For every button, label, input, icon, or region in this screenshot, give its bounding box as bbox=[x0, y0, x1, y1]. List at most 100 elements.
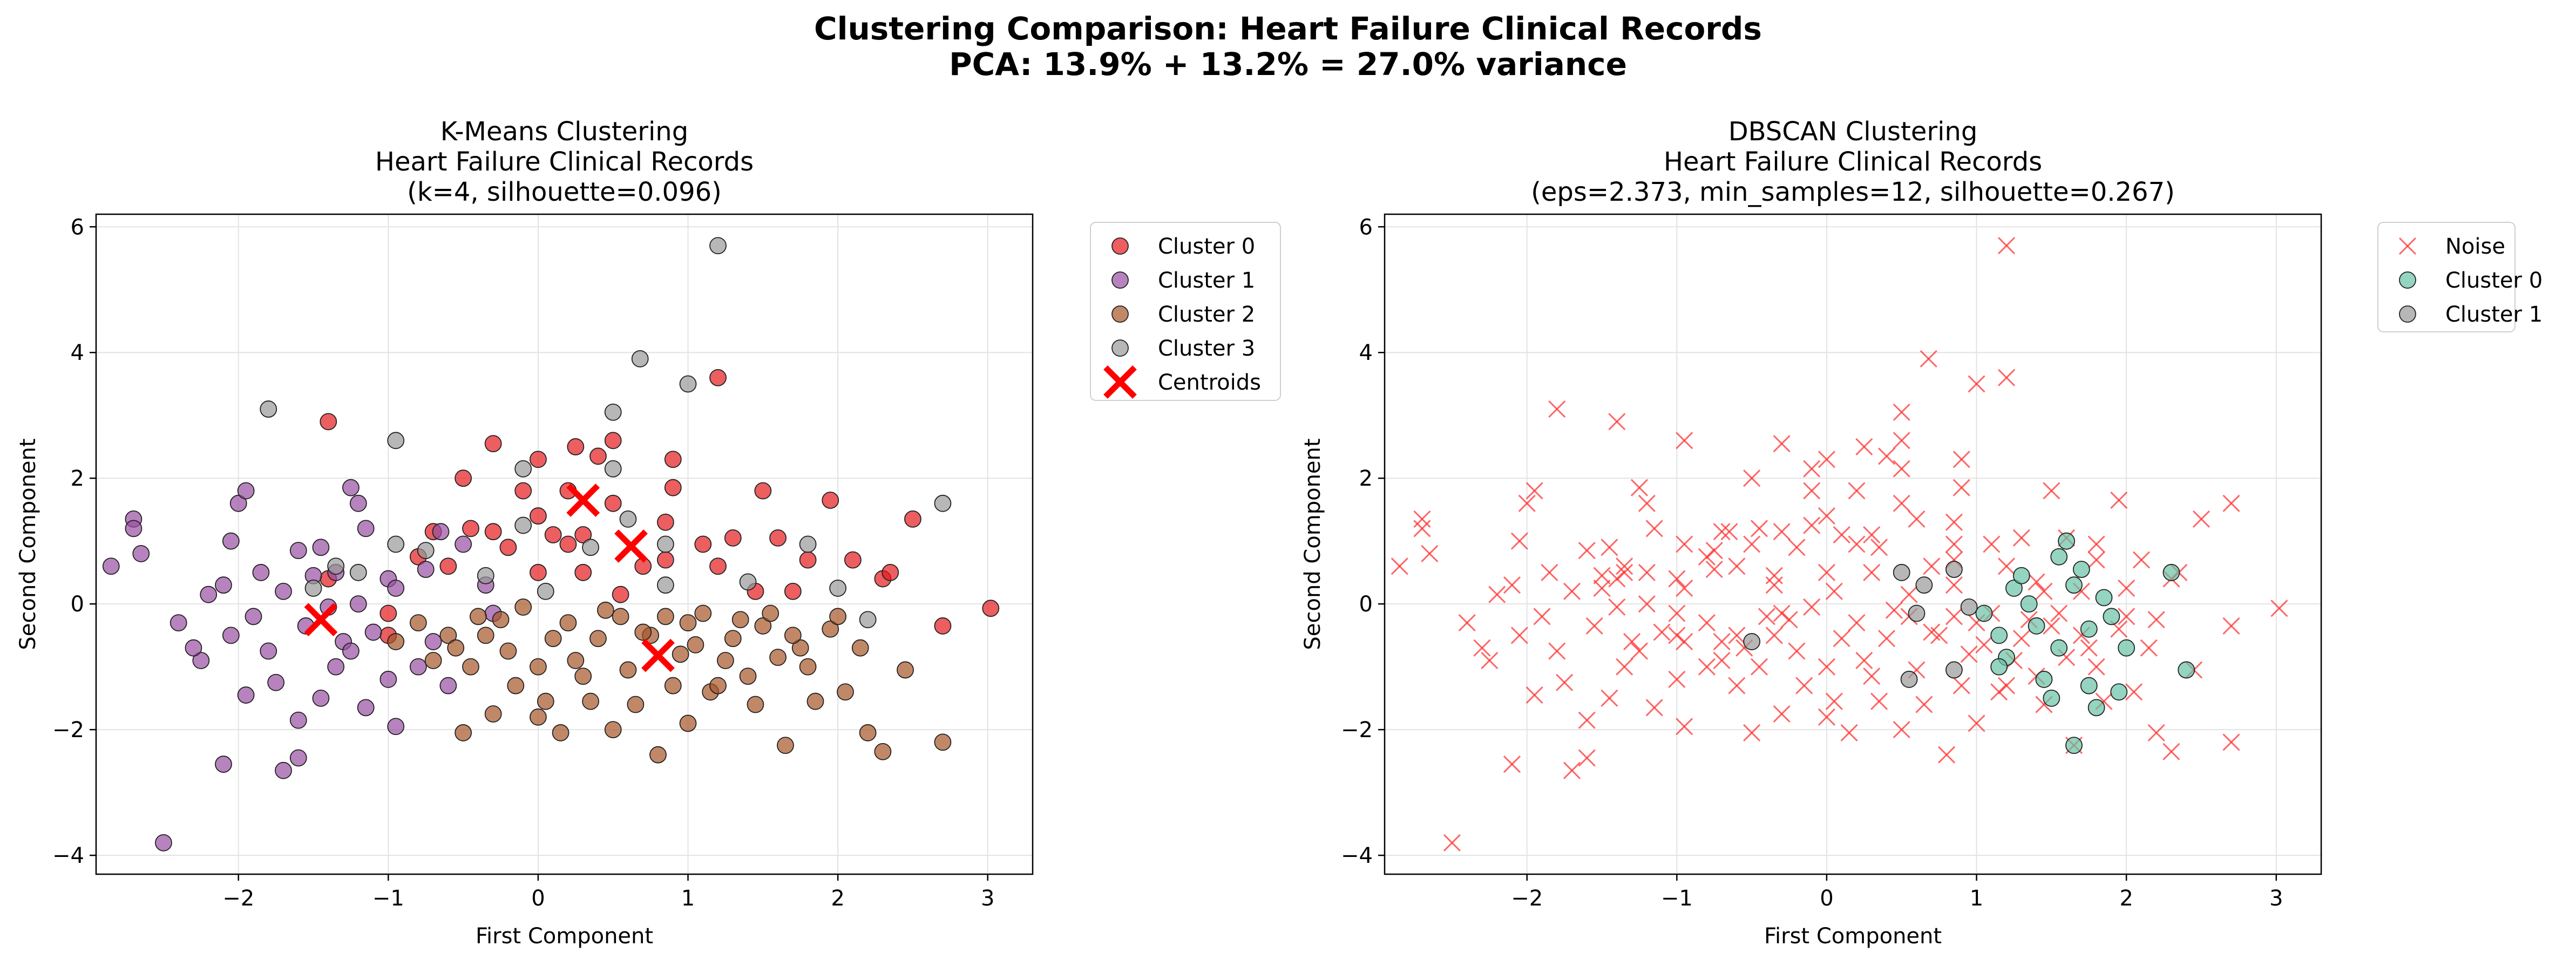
noise-point bbox=[2222, 733, 2240, 751]
cluster-0-point bbox=[709, 369, 727, 386]
cluster-1-point bbox=[379, 671, 397, 688]
noise-point bbox=[2147, 724, 2165, 741]
noise-point bbox=[1863, 563, 1881, 581]
cluster-1-point bbox=[1915, 576, 1933, 594]
noise-point-stroke-b bbox=[1818, 708, 1835, 726]
noise-point-stroke-b bbox=[1855, 438, 1873, 456]
y-tick-label: −2 bbox=[52, 718, 84, 743]
noise-point-stroke-b bbox=[1601, 539, 1618, 556]
noise-point-stroke-b bbox=[1391, 557, 1408, 575]
noise-point bbox=[1863, 668, 1881, 685]
y-tick-label: 2 bbox=[1359, 466, 1373, 491]
cluster-2-point bbox=[514, 598, 532, 616]
cluster-2-point bbox=[851, 639, 869, 657]
noise-point-stroke-b bbox=[1413, 510, 1431, 528]
cluster-1-point bbox=[409, 658, 427, 676]
noise-point bbox=[1676, 535, 1693, 553]
cluster-1-point bbox=[215, 576, 232, 594]
noise-point-stroke-b bbox=[1526, 686, 1543, 704]
cluster-1-point bbox=[1960, 598, 1978, 616]
x-axis-label: First Component bbox=[1764, 924, 1942, 949]
noise-point-stroke-b bbox=[1900, 585, 1918, 603]
noise-point-stroke-b bbox=[2147, 724, 2165, 741]
data-points bbox=[1391, 237, 2288, 852]
legend-label: Cluster 3 bbox=[1158, 336, 1255, 361]
noise-point-stroke-b bbox=[1676, 535, 1693, 553]
noise-point-stroke-b bbox=[1968, 714, 1985, 732]
noise-point bbox=[2140, 639, 2158, 657]
noise-point bbox=[1877, 630, 1896, 648]
noise-point bbox=[1653, 623, 1671, 641]
legend-marker-stroke-b bbox=[2398, 237, 2417, 255]
cluster-0-point bbox=[604, 494, 622, 512]
noise-point bbox=[1997, 237, 2016, 255]
cluster-0-point bbox=[2095, 589, 2113, 607]
noise-point-stroke-b bbox=[1585, 617, 1603, 635]
noise-point-stroke-b bbox=[2132, 551, 2150, 569]
noise-point-stroke-b bbox=[2222, 494, 2240, 512]
cluster-0-point bbox=[2110, 683, 2128, 701]
cluster-2-point bbox=[537, 692, 554, 710]
noise-point bbox=[2118, 608, 2136, 625]
noise-point-stroke-b bbox=[1833, 526, 1850, 544]
noise-point-stroke-b bbox=[1945, 535, 1963, 553]
noise-point-stroke-b bbox=[1825, 692, 1843, 710]
cluster-0-point bbox=[567, 438, 585, 455]
cluster-2-point bbox=[499, 642, 517, 660]
panel-title-line-1: DBSCAN Clustering bbox=[1728, 117, 1978, 147]
noise-point bbox=[2087, 551, 2105, 569]
noise-point-stroke-b bbox=[1533, 608, 1551, 625]
centroid-marker bbox=[566, 484, 600, 517]
cluster-2-point bbox=[724, 630, 742, 648]
cluster-1-point bbox=[275, 582, 292, 600]
cluster-2-point bbox=[634, 623, 652, 641]
noise-point bbox=[1510, 532, 1528, 550]
noise-point bbox=[1541, 563, 1558, 581]
noise-point bbox=[1676, 718, 1693, 736]
cluster-3-point bbox=[656, 535, 674, 553]
cluster-1-point bbox=[387, 718, 405, 736]
cluster-0-point bbox=[799, 551, 817, 569]
cluster-1-point bbox=[455, 535, 472, 553]
noise-point bbox=[1668, 627, 1686, 644]
noise-point bbox=[1698, 614, 1716, 632]
x-tick-label: 1 bbox=[1970, 886, 1983, 911]
legend-marker bbox=[1111, 339, 1129, 357]
noise-point bbox=[1803, 598, 1821, 616]
cluster-3-point bbox=[417, 542, 435, 560]
cluster-2-point bbox=[552, 724, 570, 741]
cluster-1-point bbox=[125, 520, 143, 537]
noise-point bbox=[1945, 608, 1963, 625]
noise-point bbox=[1945, 576, 1963, 594]
cluster-1-point bbox=[312, 539, 330, 556]
cluster-3-point bbox=[604, 460, 622, 478]
cluster-0-point bbox=[514, 482, 532, 500]
noise-point-stroke-b bbox=[1765, 576, 1783, 594]
cluster-0-point bbox=[664, 479, 682, 496]
noise-point bbox=[1788, 642, 1806, 660]
noise-point bbox=[1488, 585, 1506, 603]
cluster-3-point bbox=[799, 535, 817, 553]
noise-point-stroke-b bbox=[1503, 755, 1521, 773]
noise-point bbox=[1848, 535, 1866, 553]
noise-point bbox=[1945, 535, 1963, 553]
cluster-2-point bbox=[439, 627, 457, 644]
noise-point bbox=[1608, 570, 1626, 588]
noise-point bbox=[1645, 699, 1663, 717]
noise-point bbox=[1481, 651, 1499, 670]
noise-point-stroke-b bbox=[1923, 557, 1941, 575]
noise-point-stroke-b bbox=[2222, 617, 2240, 635]
noise-point-stroke-b bbox=[1968, 375, 1985, 393]
noise-point bbox=[2012, 630, 2030, 648]
noise-point-stroke-b bbox=[1795, 677, 1813, 695]
noise-point bbox=[1743, 724, 1761, 741]
noise-point bbox=[2043, 482, 2060, 500]
figure-title-line2: PCA: 13.9% + 13.2% = 27.0% variance bbox=[949, 46, 1627, 83]
noise-point bbox=[1765, 576, 1783, 594]
noise-point-stroke-b bbox=[1997, 677, 2016, 695]
noise-point bbox=[1780, 611, 1798, 629]
panel-title-line-2: Heart Failure Clinical Records bbox=[375, 147, 754, 177]
noise-point bbox=[1705, 561, 1723, 578]
legend-label: Cluster 1 bbox=[1158, 268, 1255, 293]
